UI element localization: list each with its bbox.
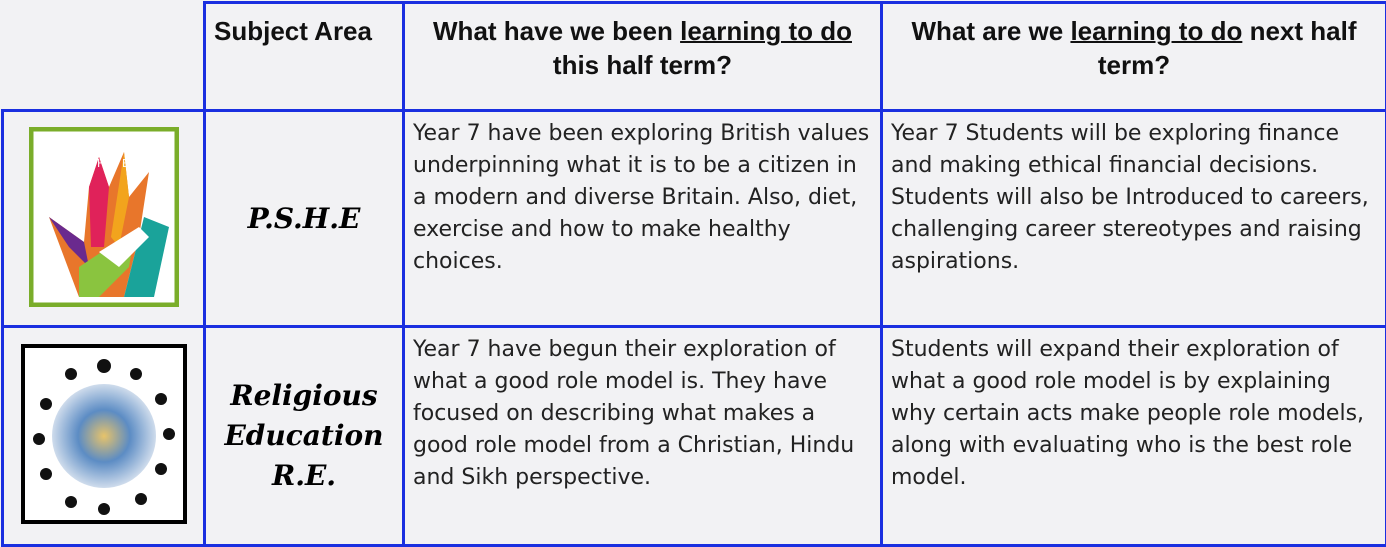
row: P S H E P.S.H.E Year 7 have been explori… bbox=[3, 111, 1386, 327]
header-underlined: learning to do bbox=[1070, 16, 1242, 46]
image-cell: P S H E bbox=[3, 111, 205, 327]
next-cell: Year 7 Students will be exploring financ… bbox=[882, 111, 1386, 327]
subject-line: Education bbox=[214, 416, 394, 456]
row: Religious Education R.E. Year 7 have beg… bbox=[3, 327, 1386, 546]
subject-line: Religious bbox=[214, 376, 394, 416]
subject-cell: P.S.H.E bbox=[205, 111, 404, 327]
header-row: Subject Area What have we been learning … bbox=[3, 3, 1386, 111]
subject-line: P.S.H.E bbox=[214, 199, 394, 239]
header-learned: What have we been learning to do this ha… bbox=[404, 3, 882, 111]
logo-letter: E bbox=[122, 157, 129, 170]
logo-letter: S bbox=[84, 172, 91, 185]
next-cell: Students will expand their exploration o… bbox=[882, 327, 1386, 546]
header-text: this half term? bbox=[553, 50, 732, 80]
logo-letter: P bbox=[59, 209, 66, 222]
subject-cell: Religious Education R.E. bbox=[205, 327, 404, 546]
learned-cell: Year 7 have begun their exploration of w… bbox=[404, 327, 882, 546]
subject-line: R.E. bbox=[214, 456, 394, 496]
pshe-logo: P S H E bbox=[29, 127, 179, 307]
religions-logo bbox=[21, 344, 187, 524]
header-text: What have we been bbox=[433, 16, 680, 46]
header-next: What are we learning to do next half ter… bbox=[882, 3, 1386, 111]
header-text: What are we bbox=[912, 16, 1071, 46]
blank-cell bbox=[3, 3, 205, 111]
globe bbox=[52, 384, 156, 488]
learned-cell: Year 7 have been exploring British value… bbox=[404, 111, 882, 327]
logo-letter: H bbox=[97, 157, 105, 170]
image-cell bbox=[3, 327, 205, 546]
header-underlined: learning to do bbox=[680, 16, 852, 46]
header-subject: Subject Area bbox=[205, 3, 404, 111]
